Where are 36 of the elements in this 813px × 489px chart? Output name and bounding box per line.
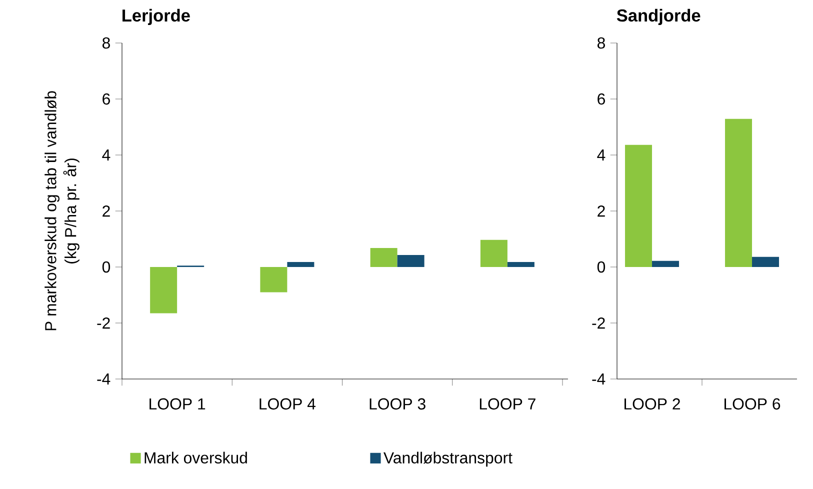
y-tick-label: -2 bbox=[592, 317, 605, 329]
chart-title: Lerjorde bbox=[122, 8, 190, 26]
y-tick-label: 2 bbox=[598, 205, 605, 217]
y-tick-label: 8 bbox=[597, 37, 605, 49]
bar bbox=[725, 118, 752, 267]
bar bbox=[150, 267, 178, 314]
x-tick-label: LOOP 6 bbox=[724, 398, 780, 410]
bar bbox=[507, 262, 534, 267]
y-tick-label: 2 bbox=[102, 205, 110, 217]
bar bbox=[397, 254, 424, 267]
y-tick-label: -4 bbox=[97, 374, 110, 384]
bar bbox=[625, 144, 652, 267]
legend-label: Mark overskud bbox=[144, 452, 247, 464]
y-tick-label: -2 bbox=[97, 317, 110, 329]
y-tick-label: 6 bbox=[598, 93, 605, 105]
bar bbox=[287, 262, 314, 267]
x-tick-label: LOOP 4 bbox=[260, 398, 316, 410]
chart-title: Sandjorde bbox=[616, 8, 700, 26]
y-tick-label: 4 bbox=[102, 150, 110, 160]
legend-label: Vandløbstransport bbox=[384, 452, 512, 467]
y-tick-label: 0 bbox=[597, 261, 606, 273]
x-tick-label: LOOP 1 bbox=[150, 398, 206, 410]
bar bbox=[260, 267, 288, 292]
x-tick-label: LOOP 3 bbox=[370, 398, 426, 410]
bar bbox=[480, 240, 508, 267]
bar bbox=[752, 256, 780, 267]
x-tick-label: LOOP 2 bbox=[624, 398, 680, 410]
y-tick-label: 4 bbox=[597, 150, 606, 160]
y-tick-label: 6 bbox=[102, 93, 110, 105]
y-axis-title: P markoverskud og tab til vandløb (kg P/ha pr. år) bbox=[44, 91, 80, 330]
y-tick-label: -4 bbox=[592, 374, 606, 384]
bar bbox=[370, 248, 398, 267]
bar bbox=[652, 260, 680, 267]
y-tick-label: 0 bbox=[102, 261, 110, 273]
y-tick-label: 8 bbox=[102, 37, 110, 49]
x-tick-label: LOOP 7 bbox=[480, 398, 536, 410]
